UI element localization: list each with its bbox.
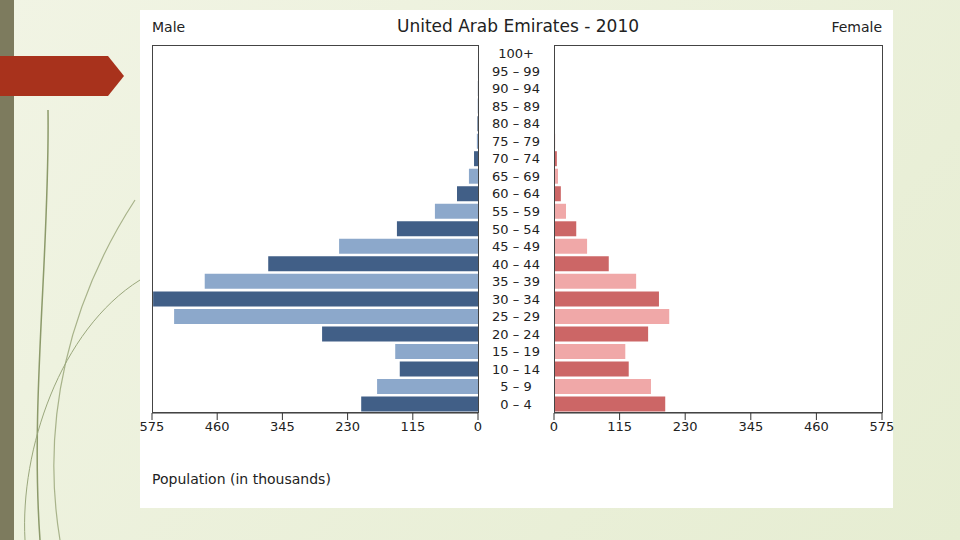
svg-text:65 – 69: 65 – 69 (492, 169, 540, 184)
svg-text:460: 460 (205, 419, 230, 434)
svg-text:115: 115 (607, 419, 632, 434)
svg-text:115: 115 (400, 419, 425, 434)
svg-text:575: 575 (140, 419, 165, 434)
html-text:Male: Male (152, 19, 186, 35)
svg-text:0: 0 (474, 419, 482, 434)
svg-text:30 – 34: 30 – 34 (492, 292, 540, 307)
svg-text:55 – 59: 55 – 59 (492, 204, 540, 219)
html-text:Female: Female (831, 19, 882, 35)
svg-text:40 – 44: 40 – 44 (492, 257, 540, 272)
svg-text:20 – 24: 20 – 24 (492, 327, 540, 342)
svg-text:75 – 79: 75 – 79 (492, 134, 540, 149)
svg-text:100+: 100+ (498, 46, 534, 61)
svg-text:10 – 14: 10 – 14 (492, 362, 540, 377)
svg-text:5 – 9: 5 – 9 (500, 379, 531, 394)
svg-text:230: 230 (673, 419, 698, 434)
svg-text:0: 0 (550, 419, 558, 434)
svg-text:70 – 74: 70 – 74 (492, 151, 540, 166)
svg-text:85 – 89: 85 – 89 (492, 99, 540, 114)
html-text:United Arab Emirates - 2010: United Arab Emirates - 2010 (396, 16, 640, 36)
svg-text:345: 345 (738, 419, 763, 434)
svg-text:230: 230 (335, 419, 360, 434)
svg-text:60 – 64: 60 – 64 (492, 186, 540, 201)
svg-text:50 – 54: 50 – 54 (492, 222, 540, 237)
svg-text:95 – 99: 95 – 99 (492, 64, 540, 79)
svg-text:345: 345 (270, 419, 295, 434)
svg-text:460: 460 (804, 419, 829, 434)
svg-text:0 – 4: 0 – 4 (500, 397, 531, 412)
svg-text:15 – 19: 15 – 19 (492, 344, 540, 359)
svg-text:90 – 94: 90 – 94 (492, 81, 540, 96)
svg-text:25 – 29: 25 – 29 (492, 309, 540, 324)
svg-text:45 – 49: 45 – 49 (492, 239, 540, 254)
svg-text:35 – 39: 35 – 39 (492, 274, 540, 289)
html-text:Population (in thousands): Population (in thousands) (152, 471, 331, 487)
svg-text:575: 575 (870, 419, 895, 434)
svg-text:80 – 84: 80 – 84 (492, 116, 540, 131)
